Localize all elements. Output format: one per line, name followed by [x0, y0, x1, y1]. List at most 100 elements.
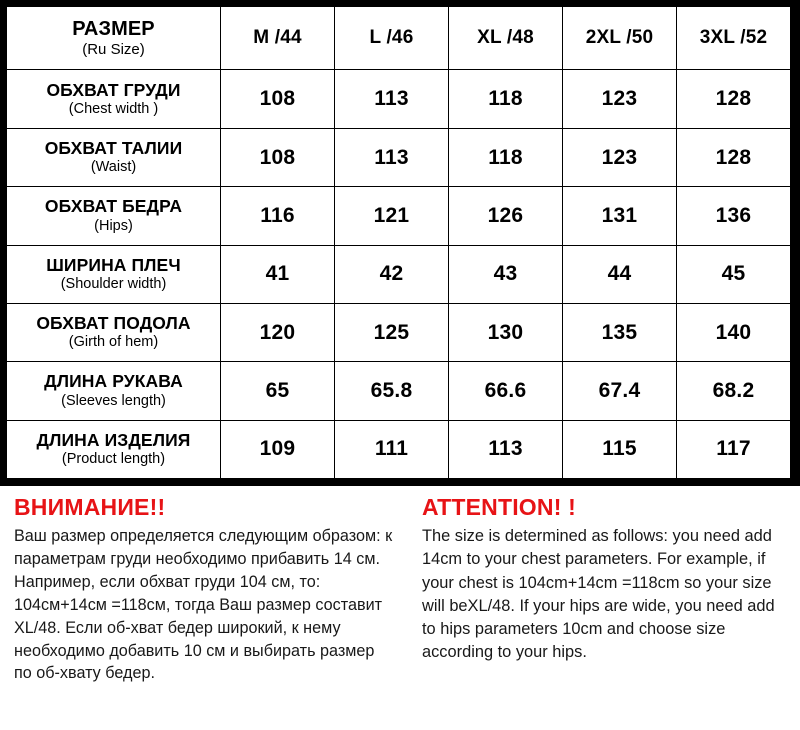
row-label-en: (Chest width )	[68, 100, 159, 117]
measurement-cell: 123	[562, 69, 677, 129]
measurement-cell: 135	[562, 302, 677, 363]
measurement-cell: 44	[562, 244, 677, 304]
row-label-cell: ДЛИНА ИЗДЕЛИЯ (Product length)	[6, 419, 221, 480]
measurement-cell: 115	[562, 419, 677, 480]
size-chart-table-container: РАЗМЕР (Ru Size) M /44 L /46 XL /48 2XL …	[0, 0, 800, 486]
header-size-3xl: 3XL /52	[676, 5, 791, 71]
header-size-xl: XL /48	[448, 5, 563, 71]
header-size-2xl: 2XL /50	[562, 5, 677, 71]
header-size-l: L /46	[334, 5, 449, 71]
row-label-en: (Sleeves length)	[61, 392, 166, 409]
measurement-value: 116	[260, 203, 295, 227]
measurement-value: 109	[259, 437, 296, 461]
measurement-cell: 128	[676, 127, 791, 188]
measurement-cell: 113	[334, 127, 449, 188]
row-label-en: (Shoulder width)	[60, 276, 167, 293]
measurement-value: 115	[602, 437, 637, 461]
table-row: ОБХВАТ ТАЛИИ (Waist) 108 113 118 123 128	[6, 127, 791, 188]
measurement-value: 113	[488, 437, 523, 461]
note-column-english: ATTENTION! ! The size is determined as f…	[410, 486, 800, 730]
header-size-value: 2XL /50	[585, 27, 654, 49]
measurement-cell: 130	[448, 302, 563, 363]
measurement-value: 43	[493, 262, 518, 286]
measurement-cell: 126	[448, 186, 563, 246]
measurement-value: 118	[488, 87, 523, 111]
header-label-en: (Ru Size)	[82, 41, 145, 59]
measurement-cell: 68.2	[676, 361, 791, 421]
row-label-en: (Product length)	[61, 451, 166, 468]
measurement-cell: 113	[448, 419, 563, 480]
measurement-cell: 121	[334, 186, 449, 246]
row-label-en: (Girth of hem)	[68, 334, 159, 351]
row-label-cell: ШИРИНА ПЛЕЧ (Shoulder width)	[6, 244, 221, 304]
measurement-cell: 43	[448, 244, 563, 304]
measurement-cell: 125	[334, 302, 449, 363]
measurement-value: 140	[715, 320, 752, 344]
measurement-cell: 42	[334, 244, 449, 304]
size-chart-body: РАЗМЕР (Ru Size) M /44 L /46 XL /48 2XL …	[6, 5, 791, 480]
measurement-value: 65	[265, 378, 290, 402]
table-header-row: РАЗМЕР (Ru Size) M /44 L /46 XL /48 2XL …	[6, 5, 791, 71]
row-label-ru: ОБХВАТ ПОДОЛА	[36, 313, 191, 334]
measurement-cell: 116	[220, 186, 335, 246]
row-label-ru: ОБХВАТ БЕДРА	[44, 196, 183, 217]
measurement-cell: 45	[676, 244, 791, 304]
note-body-english: The size is determined as follows: you n…	[422, 527, 775, 661]
measurement-value: 66.6	[484, 378, 527, 402]
note-body-russian: Ваш размер определяется следующим образо…	[14, 527, 393, 683]
header-label-cell: РАЗМЕР (Ru Size)	[6, 5, 221, 71]
measurement-value: 108	[259, 87, 296, 111]
measurement-value: 123	[601, 87, 638, 111]
row-label-ru: ШИРИНА ПЛЕЧ	[46, 254, 181, 275]
table-row: ДЛИНА РУКАВА (Sleeves length) 65 65.8 66…	[6, 361, 791, 421]
measurement-value: 108	[259, 145, 296, 169]
row-label-cell: ОБХВАТ ПОДОЛА (Girth of hem)	[6, 302, 221, 363]
row-label-en: (Hips)	[94, 217, 133, 234]
measurement-value: 111	[374, 437, 409, 461]
measurement-value: 128	[715, 87, 752, 111]
measurement-value: 118	[488, 145, 523, 169]
row-label-cell: ОБХВАТ ТАЛИИ (Waist)	[6, 127, 221, 188]
note-column-russian: ВНИМАНИЕ!! Ваш размер определяется следу…	[0, 486, 410, 730]
header-label-ru: РАЗМЕР	[72, 18, 155, 41]
measurement-value: 113	[374, 87, 409, 111]
measurement-cell: 117	[676, 419, 791, 480]
row-label-cell: ДЛИНА РУКАВА (Sleeves length)	[6, 361, 221, 421]
row-label-ru: ОБХВАТ ТАЛИИ	[44, 138, 183, 159]
row-label-cell: ОБХВАТ ГРУДИ (Chest width )	[6, 69, 221, 129]
table-row: ОБХВАТ ПОДОЛА (Girth of hem) 120 125 130…	[6, 302, 791, 363]
measurement-cell: 67.4	[562, 361, 677, 421]
table-row: ОБХВАТ ГРУДИ (Chest width ) 108 113 118 …	[6, 69, 791, 129]
header-size-m: M /44	[220, 5, 335, 71]
measurement-cell: 120	[220, 302, 335, 363]
measurement-value: 68.2	[712, 378, 755, 402]
table-row: ДЛИНА ИЗДЕЛИЯ (Product length) 109 111 1…	[6, 419, 791, 480]
measurement-value: 121	[373, 203, 410, 227]
measurement-cell: 128	[676, 69, 791, 129]
measurement-value: 120	[259, 320, 296, 344]
measurement-cell: 65.8	[334, 361, 449, 421]
measurement-value: 125	[373, 320, 410, 344]
measurement-value: 42	[379, 262, 404, 286]
measurement-value: 128	[715, 145, 752, 169]
measurement-value: 136	[715, 203, 752, 227]
note-title-english: ATTENTION! !	[422, 494, 577, 520]
measurement-value: 67.4	[598, 378, 641, 402]
size-chart-table: РАЗМЕР (Ru Size) M /44 L /46 XL /48 2XL …	[6, 5, 791, 480]
header-size-value: M /44	[253, 27, 302, 49]
measurement-cell: 140	[676, 302, 791, 363]
measurement-value: 44	[607, 262, 632, 286]
table-row: ШИРИНА ПЛЕЧ (Shoulder width) 41 42 43 44…	[6, 244, 791, 304]
measurement-cell: 136	[676, 186, 791, 246]
measurement-value: 113	[374, 145, 409, 169]
row-label-cell: ОБХВАТ БЕДРА (Hips)	[6, 186, 221, 246]
notes-section: ВНИМАНИЕ!! Ваш размер определяется следу…	[0, 486, 800, 730]
measurement-value: 45	[721, 262, 746, 286]
header-size-value: 3XL /52	[699, 27, 768, 49]
row-label-ru: ОБХВАТ ГРУДИ	[46, 79, 181, 100]
measurement-cell: 41	[220, 244, 335, 304]
measurement-value: 41	[265, 262, 290, 286]
note-title-russian: ВНИМАНИЕ!!	[14, 494, 166, 520]
measurement-value: 135	[601, 320, 638, 344]
measurement-cell: 108	[220, 69, 335, 129]
